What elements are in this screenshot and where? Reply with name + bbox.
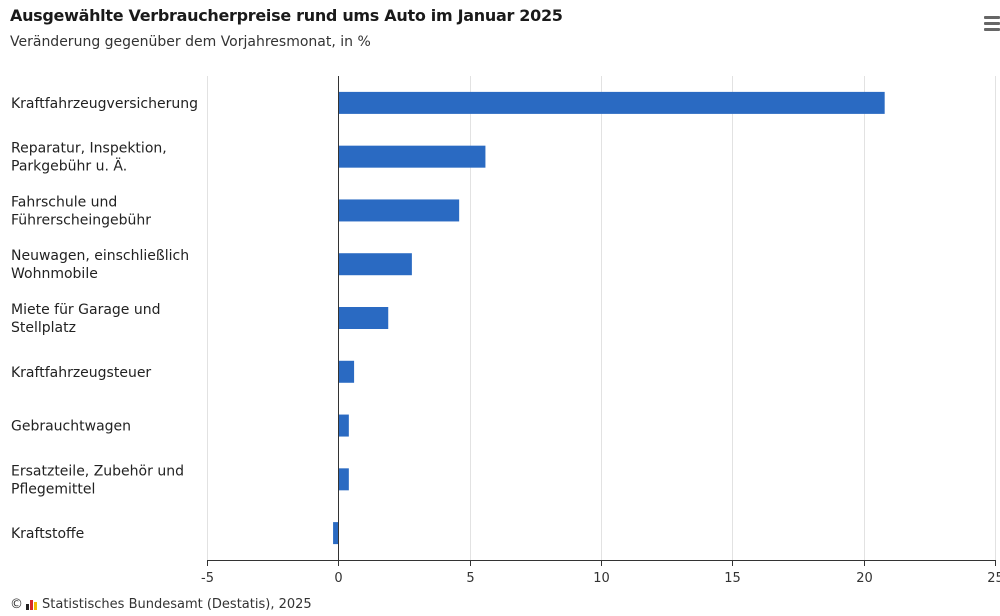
- source-footer: © Statistisches Bundesamt (Destatis), 20…: [10, 597, 312, 612]
- category-label: Reparatur, Inspektion, Parkgebühr u. Ä.: [11, 141, 167, 175]
- bars: [333, 91, 885, 545]
- bar[interactable]: [338, 253, 412, 276]
- x-tick-label: 10: [593, 571, 610, 586]
- bar[interactable]: [338, 199, 460, 222]
- bar[interactable]: [338, 91, 885, 114]
- x-tick-label: 25: [987, 571, 1000, 586]
- category-label: Kraftstoffe: [11, 526, 84, 542]
- x-tick-label: -5: [201, 571, 214, 586]
- x-tick-label: 15: [724, 571, 741, 586]
- category-label: Ersatzteile, Zubehör und Pflegemittel: [11, 463, 184, 497]
- category-label: Kraftfahrzeugversicherung: [11, 96, 198, 112]
- category-label: Miete für Garage und Stellplatz: [11, 302, 161, 336]
- category-label: Neuwagen, einschließlich Wohnmobile: [11, 248, 189, 282]
- destatis-logo-icon: [26, 599, 37, 610]
- category-label: Kraftfahrzeugsteuer: [11, 365, 151, 381]
- category-label: Gebrauchtwagen: [11, 419, 131, 435]
- chart-title: Ausgewählte Verbraucherpreise rund ums A…: [10, 6, 563, 25]
- bar[interactable]: [338, 468, 349, 491]
- bar[interactable]: [338, 307, 389, 329]
- bar[interactable]: [338, 145, 486, 168]
- x-tick-label: 0: [334, 571, 342, 586]
- bar[interactable]: [338, 360, 355, 383]
- hamburger-menu-icon[interactable]: [984, 16, 1000, 32]
- source-text: Statistisches Bundesamt (Destatis), 2025: [42, 597, 312, 612]
- x-tick-label: 5: [466, 571, 474, 586]
- category-label: Fahrschule und Führerscheingebühr: [11, 194, 151, 228]
- grid-lines: [207, 76, 996, 560]
- bar-chart: Kraftfahrzeugversicherung Reparatur, Insp…: [11, 76, 1000, 586]
- category-labels: Kraftfahrzeugversicherung Reparatur, Insp…: [11, 96, 198, 542]
- x-tick-label: 20: [856, 571, 873, 586]
- copyright-symbol: ©: [10, 597, 23, 612]
- chart-subtitle: Veränderung gegenüber dem Vorjahresmonat…: [10, 34, 371, 50]
- bar[interactable]: [333, 522, 339, 545]
- x-axis: -5 0 5 10 15 20 25: [201, 76, 1000, 586]
- bar[interactable]: [338, 414, 349, 437]
